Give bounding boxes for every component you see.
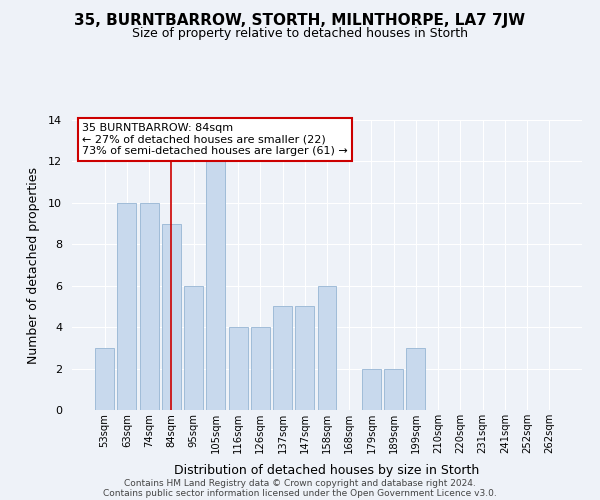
Bar	[384, 368, 403, 410]
Text: Contains public sector information licensed under the Open Government Licence v3: Contains public sector information licen…	[103, 488, 497, 498]
Bar	[229, 327, 248, 410]
Bar	[162, 224, 181, 410]
Text: 35, BURNTBARROW, STORTH, MILNTHORPE, LA7 7JW: 35, BURNTBARROW, STORTH, MILNTHORPE, LA7…	[74, 12, 526, 28]
Text: Contains HM Land Registry data © Crown copyright and database right 2024.: Contains HM Land Registry data © Crown c…	[124, 478, 476, 488]
Bar	[317, 286, 337, 410]
Bar	[295, 306, 314, 410]
Text: Size of property relative to detached houses in Storth: Size of property relative to detached ho…	[132, 28, 468, 40]
Bar	[118, 203, 136, 410]
Text: 35 BURNTBARROW: 84sqm
← 27% of detached houses are smaller (22)
73% of semi-deta: 35 BURNTBARROW: 84sqm ← 27% of detached …	[82, 123, 348, 156]
Bar	[206, 162, 225, 410]
Bar	[95, 348, 114, 410]
Y-axis label: Number of detached properties: Number of detached properties	[27, 166, 40, 364]
Bar	[362, 368, 381, 410]
Bar	[406, 348, 425, 410]
X-axis label: Distribution of detached houses by size in Storth: Distribution of detached houses by size …	[175, 464, 479, 477]
Bar	[184, 286, 203, 410]
Bar	[273, 306, 292, 410]
Bar	[140, 203, 158, 410]
Bar	[251, 327, 270, 410]
